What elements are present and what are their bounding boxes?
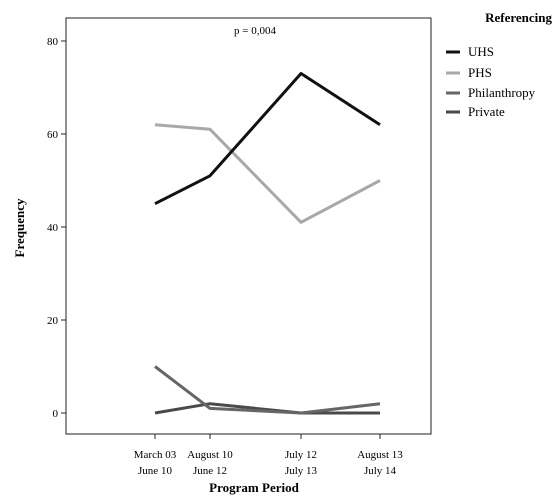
x-tick-label-1: August 10 June 12 xyxy=(187,449,233,477)
x-tick-label-2: July 12 July 13 xyxy=(285,449,318,477)
legend-label-philanthropy: Philanthropy xyxy=(468,85,536,100)
series-lines xyxy=(154,72,381,415)
legend-label-private: Private xyxy=(468,104,505,119)
legend-label-phs: PHS xyxy=(468,65,492,80)
x-axis: March 03 June 10 August 10 June 12 July 12 Ju… xyxy=(134,434,403,477)
y-tick-label-0: 0 xyxy=(53,408,59,420)
series-line-phs xyxy=(154,123,381,224)
series-line-uhs xyxy=(154,72,381,206)
plot-frame xyxy=(65,17,432,435)
series-line-private xyxy=(154,402,380,415)
y-axis-title: Frequency xyxy=(12,198,27,257)
y-tick-label-40: 40 xyxy=(47,222,59,234)
annotation-p-value: p = 0,004 xyxy=(234,25,276,37)
legend-label-uhs: UHS xyxy=(468,44,494,59)
y-axis: 0 20 40 60 80 xyxy=(47,36,66,420)
legend: Referencing UHS PHS Philanthropy Private xyxy=(446,10,552,119)
series-line-philanthropy xyxy=(154,365,381,415)
y-tick-label-60: 60 xyxy=(47,129,59,141)
y-tick-label-20: 20 xyxy=(47,315,59,327)
legend-title: Referencing xyxy=(485,10,552,25)
y-tick-label-80: 80 xyxy=(47,36,59,48)
x-tick-label-0: March 03 June 10 xyxy=(134,449,177,477)
x-axis-title: Program Period xyxy=(209,480,299,495)
x-tick-label-3: August 13 July 14 xyxy=(357,449,403,477)
